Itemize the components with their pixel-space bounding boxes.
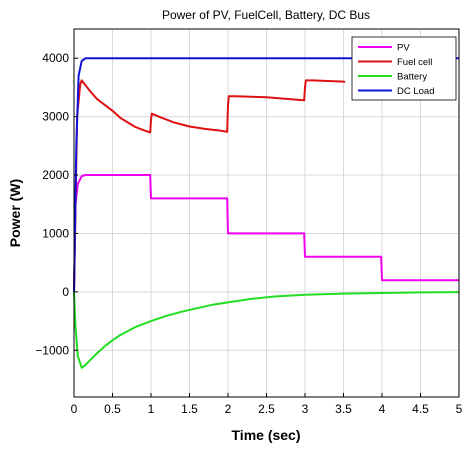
x-tick-label: 5 [456,402,463,416]
legend-label-fuel-cell: Fuel cell [397,57,432,68]
x-tick-label: 0.5 [104,402,121,416]
x-tick-label: 1 [148,402,155,416]
legend-label-pv: PV [397,43,410,54]
y-axis-ticks: −1000 0 1000 2000 3000 4000 [35,51,78,357]
x-axis-label: Time (sec) [232,427,301,443]
x-tick-label: 4 [379,402,386,416]
y-axis-label: Power (W) [7,179,23,247]
x-axis-ticks: 0 0.5 1 1.5 2 2.5 3 3.5 4 4.5 5 [71,393,463,416]
y-tick-label: 1000 [42,226,69,240]
x-tick-label: 3.5 [335,402,352,416]
legend: PV Fuel cell Battery DC Load [352,37,456,100]
x-tick-label: 2 [225,402,232,416]
legend-label-battery: Battery [397,72,427,83]
series-line-fuel-cell [74,80,345,292]
x-tick-label: 0 [71,402,78,416]
x-tick-label: 4.5 [412,402,429,416]
x-tick-label: 3 [302,402,309,416]
y-tick-label: 2000 [42,168,69,182]
legend-label-dc-load: DC Load [397,86,435,97]
x-tick-label: 2.5 [258,402,275,416]
y-tick-label: 4000 [42,51,69,65]
y-tick-label: −1000 [35,343,69,357]
chart-title: Power of PV, FuelCell, Battery, DC Bus [162,8,370,22]
x-tick-label: 1.5 [181,402,198,416]
y-tick-label: 0 [62,285,69,299]
y-tick-label: 3000 [42,110,69,124]
